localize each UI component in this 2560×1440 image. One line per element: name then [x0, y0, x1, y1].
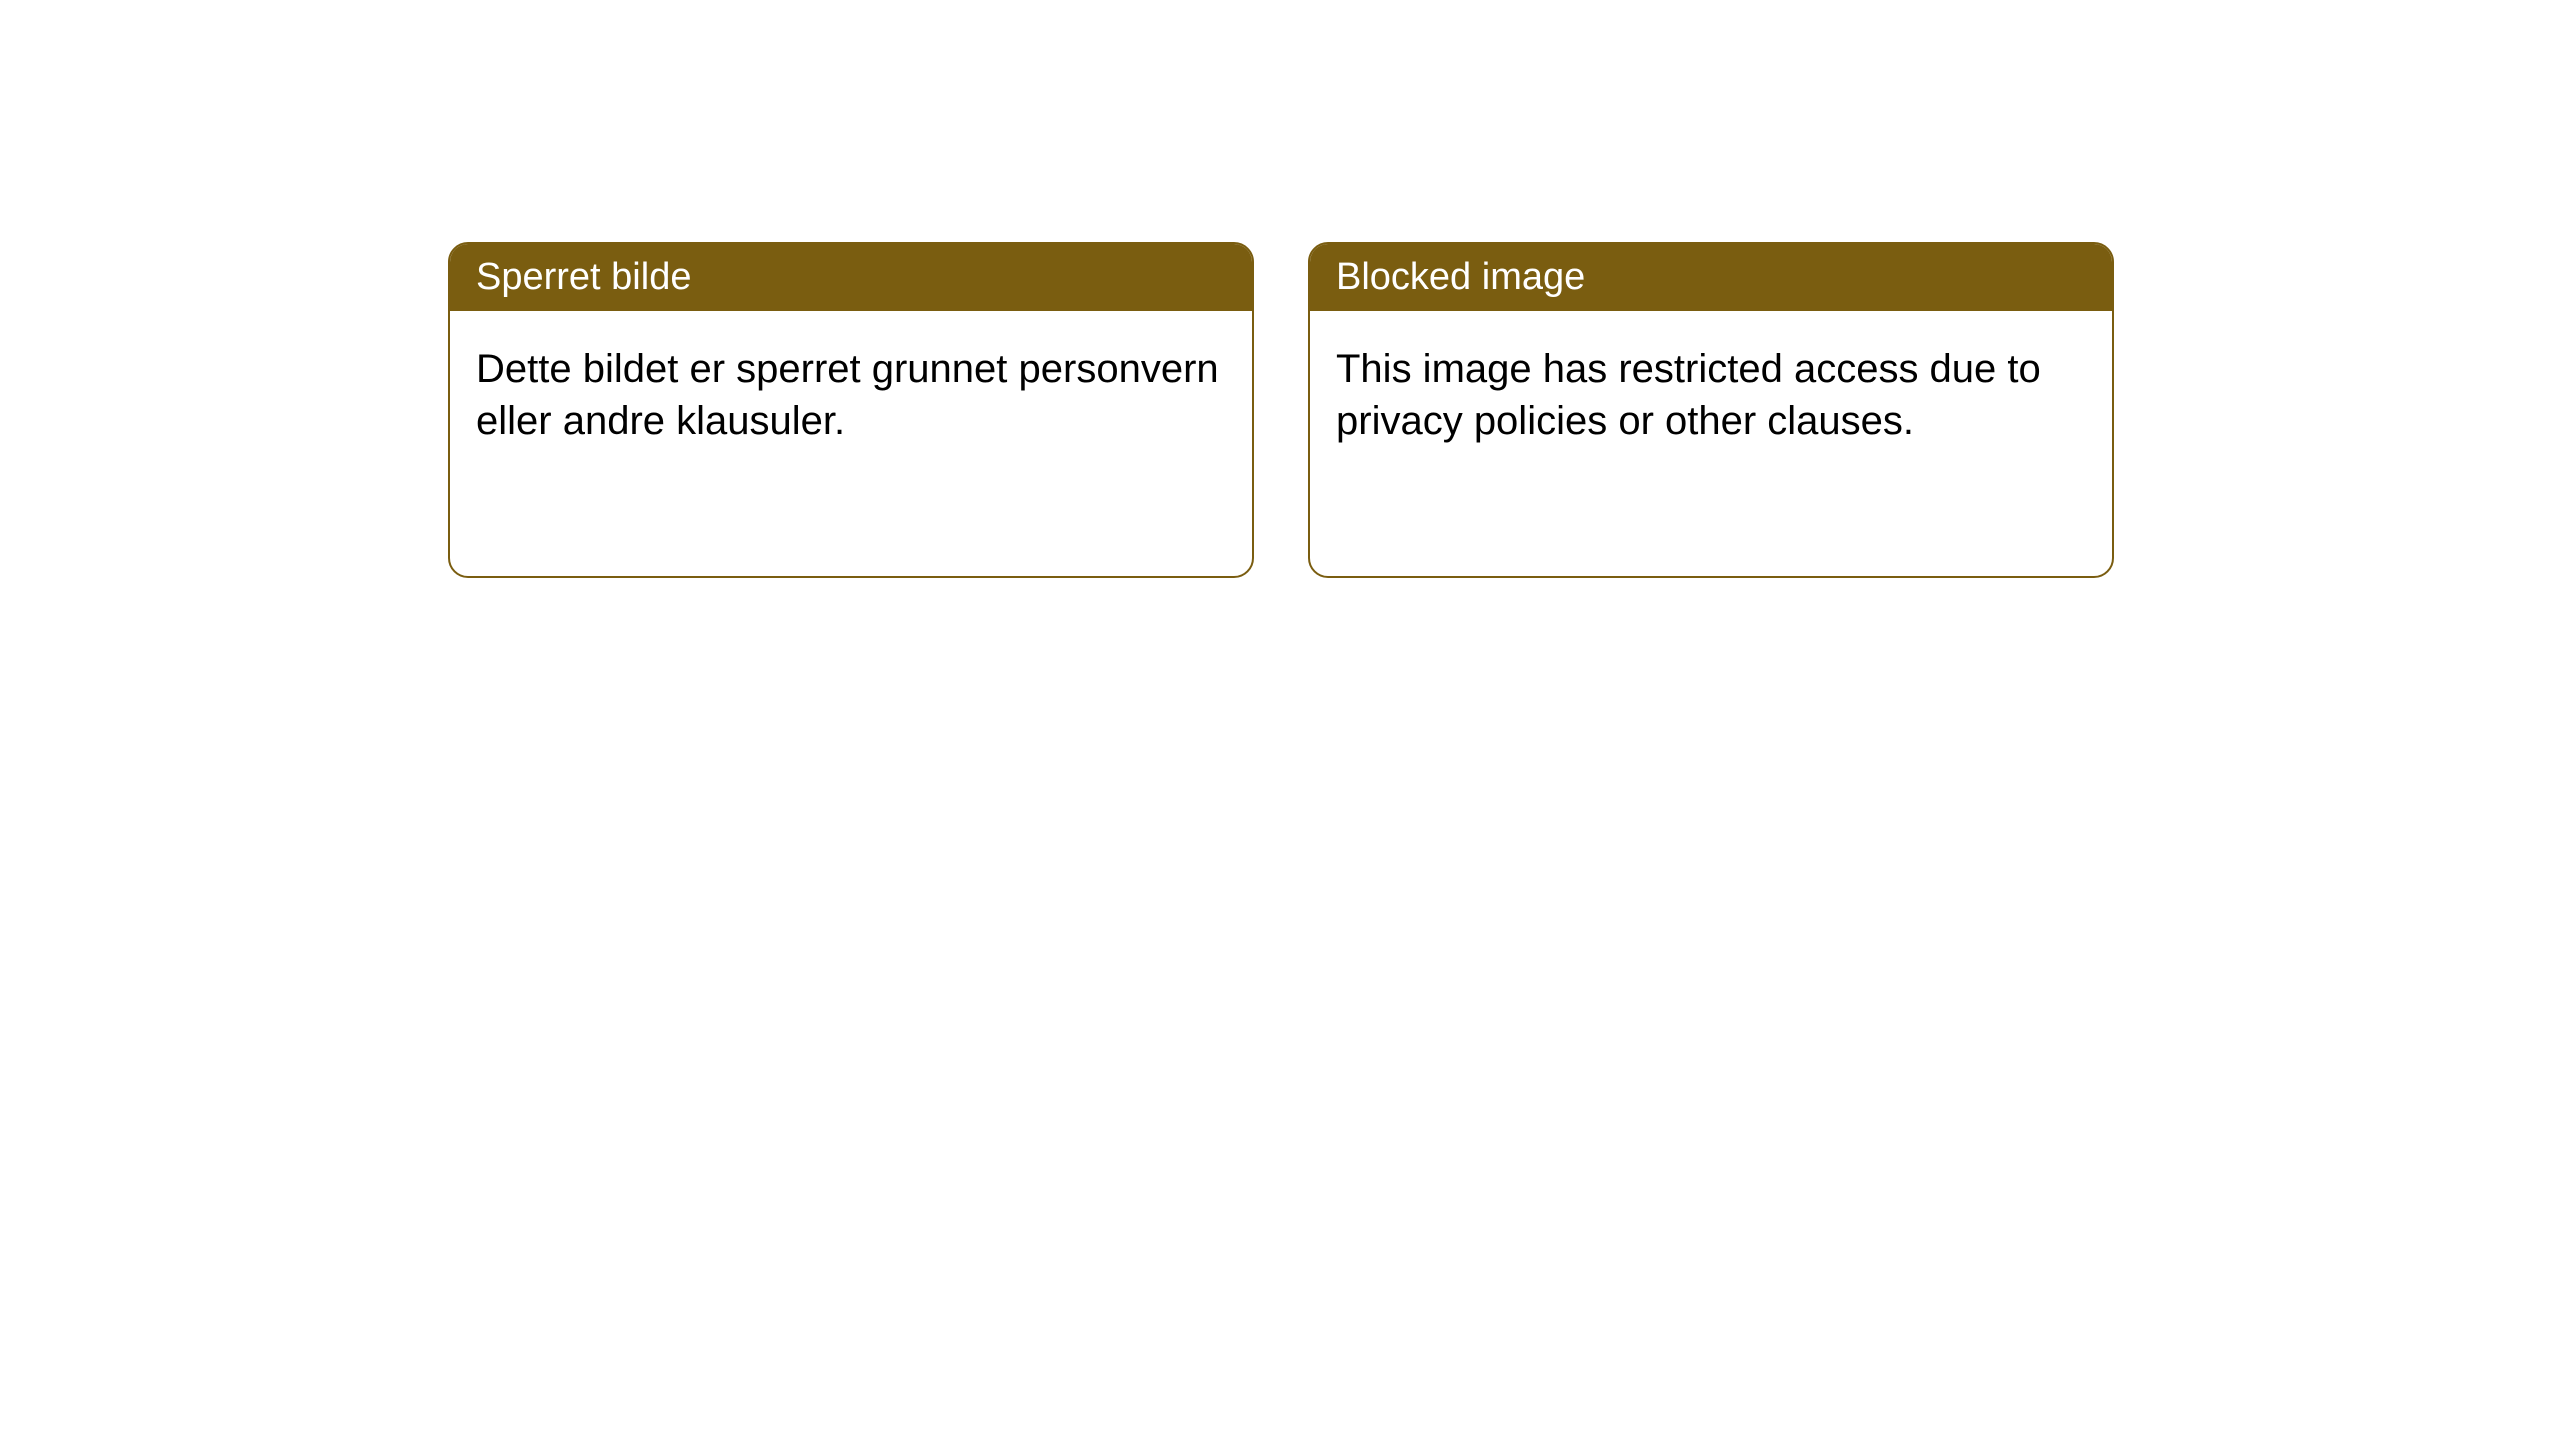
notice-box-english: Blocked image This image has restricted … — [1308, 242, 2114, 578]
notice-body: This image has restricted access due to … — [1310, 311, 2112, 479]
notices-container: Sperret bilde Dette bildet er sperret gr… — [448, 242, 2114, 578]
notice-box-norwegian: Sperret bilde Dette bildet er sperret gr… — [448, 242, 1254, 578]
notice-header: Blocked image — [1310, 244, 2112, 311]
notice-body: Dette bildet er sperret grunnet personve… — [450, 311, 1252, 479]
notice-header: Sperret bilde — [450, 244, 1252, 311]
